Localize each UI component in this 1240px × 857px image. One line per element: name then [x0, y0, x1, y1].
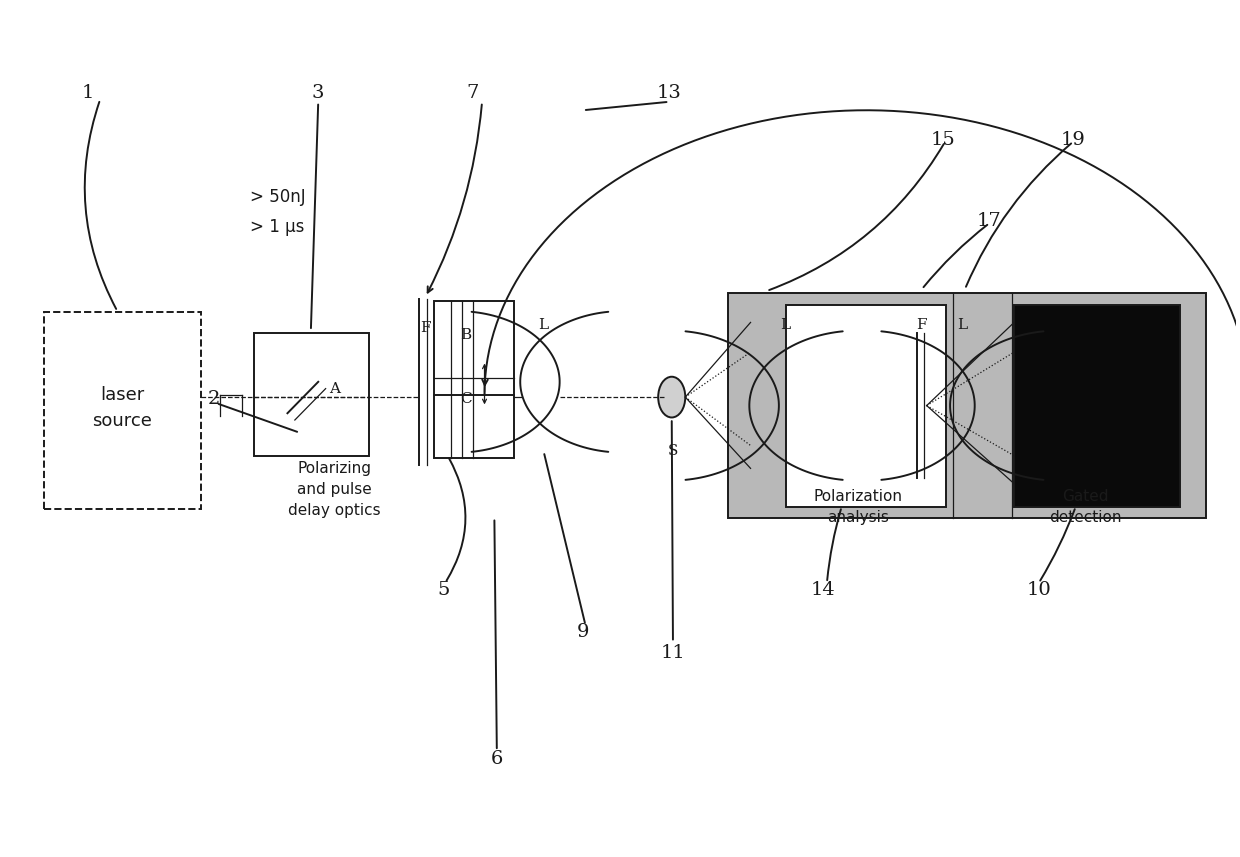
Text: C: C: [460, 392, 472, 406]
Text: F: F: [916, 318, 928, 332]
Text: Polarization
analysis: Polarization analysis: [813, 488, 903, 524]
Text: 3: 3: [312, 84, 325, 102]
Text: 7: 7: [466, 84, 479, 102]
Text: 11: 11: [661, 644, 686, 662]
Text: 9: 9: [577, 623, 589, 641]
Text: 14: 14: [811, 581, 836, 599]
Text: 2: 2: [207, 390, 219, 408]
Bar: [434, 301, 515, 458]
Text: L: L: [957, 318, 967, 332]
Text: L: L: [780, 318, 790, 332]
Text: F: F: [420, 321, 430, 335]
Ellipse shape: [658, 377, 686, 417]
Text: Polarizing
and pulse
delay optics: Polarizing and pulse delay optics: [288, 461, 381, 518]
Bar: [43, 312, 201, 509]
Text: B: B: [460, 328, 471, 342]
Text: > 50nJ
> 1 μs: > 50nJ > 1 μs: [250, 189, 306, 236]
Text: 19: 19: [1060, 131, 1086, 149]
Bar: [728, 293, 1207, 518]
Text: 1: 1: [82, 84, 94, 102]
Text: laser
source: laser source: [93, 386, 153, 430]
Text: 17: 17: [977, 212, 1002, 230]
Text: Gated
detection: Gated detection: [1049, 488, 1122, 524]
Text: S: S: [668, 444, 678, 458]
Text: A: A: [329, 382, 340, 397]
Text: 13: 13: [657, 84, 682, 102]
Text: L: L: [538, 318, 548, 332]
Text: 15: 15: [930, 131, 955, 149]
Bar: [786, 304, 946, 506]
Bar: [254, 333, 368, 456]
Text: 5: 5: [438, 581, 450, 599]
Text: 10: 10: [1027, 581, 1052, 599]
Text: 6: 6: [491, 751, 503, 769]
Bar: [1014, 304, 1180, 506]
